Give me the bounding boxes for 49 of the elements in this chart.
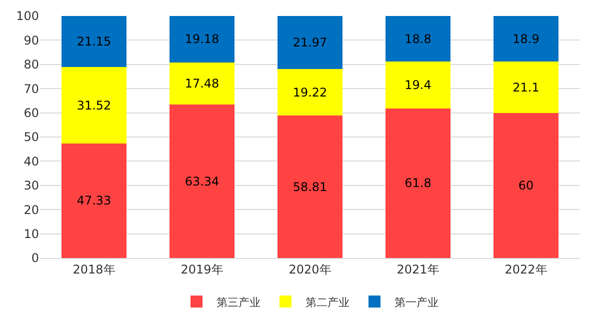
x-tick-label: 2018年 <box>72 262 116 276</box>
y-tick-label: 100 <box>16 9 39 24</box>
data-label: 61.8 <box>404 176 432 190</box>
x-tick-label: 2021年 <box>396 262 440 276</box>
y-tick-label: 40 <box>24 154 39 168</box>
data-label: 31.52 <box>76 98 112 112</box>
data-label: 21.15 <box>76 34 112 49</box>
bar <box>170 16 234 62</box>
x-tick-label: 2022年 <box>504 262 548 276</box>
bar <box>494 62 558 113</box>
data-label: 63.34 <box>184 174 220 188</box>
bar <box>62 16 126 68</box>
bar <box>494 112 558 258</box>
bar <box>170 104 234 258</box>
bar <box>278 116 342 258</box>
data-label: 19.18 <box>184 32 220 46</box>
data-label: 58.81 <box>292 180 328 194</box>
bar <box>62 67 126 144</box>
y-tick-label: 90 <box>24 33 39 48</box>
bar <box>170 62 234 105</box>
data-label: 21.97 <box>292 36 328 50</box>
y-tick-label: 50 <box>24 130 39 144</box>
legend-label: 第一产业 <box>394 296 438 309</box>
bar <box>386 62 450 108</box>
y-tick-label: 0 <box>31 251 39 266</box>
bar <box>386 16 450 62</box>
y-tick-label: 70 <box>24 82 39 96</box>
y-tick-label: 30 <box>24 178 39 193</box>
x-tick-label: 2020年 <box>288 262 332 276</box>
data-label: 60 <box>518 178 534 192</box>
data-label: 18.8 <box>404 32 432 46</box>
bar <box>278 69 342 116</box>
y-tick-label: 20 <box>24 202 39 217</box>
data-label: 19.22 <box>292 85 328 100</box>
x-tick-label: 2019年 <box>180 262 224 276</box>
y-tick-label: 80 <box>24 58 39 72</box>
bar <box>62 143 126 258</box>
data-label: 47.33 <box>76 194 112 208</box>
data-label: 19.4 <box>404 78 432 92</box>
data-label: 18.9 <box>512 32 540 46</box>
bar <box>494 16 558 62</box>
bar <box>278 16 342 70</box>
legend-label: 第二产业 <box>306 296 350 309</box>
y-tick-label: 10 <box>24 227 39 241</box>
legend-label: 第三产业 <box>216 296 260 309</box>
y-tick-label: 60 <box>24 106 39 120</box>
data-label: 17.48 <box>184 76 220 91</box>
bar <box>386 108 450 258</box>
data-label: 21.1 <box>512 80 540 94</box>
